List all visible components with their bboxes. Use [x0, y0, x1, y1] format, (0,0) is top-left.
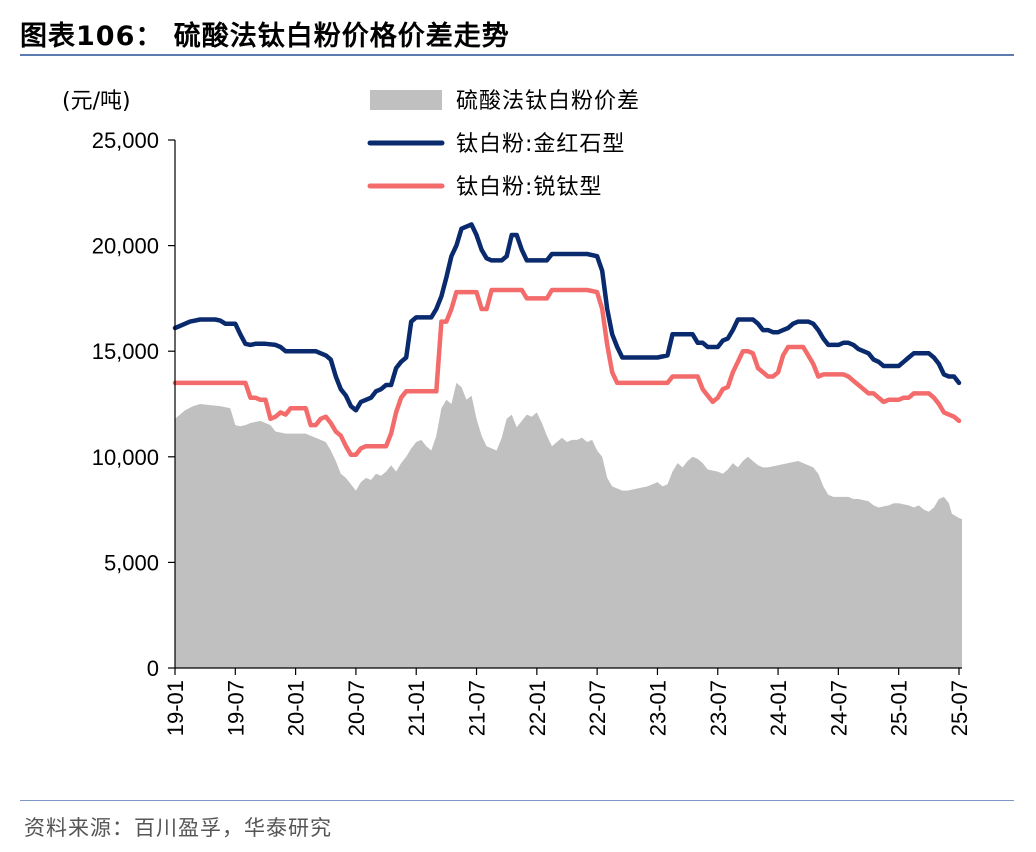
axes-layer: 0 5,000 10,000 15,000 20,000 25,000 19-01 19-07… [92, 128, 972, 736]
y-tick-label: 15,000 [92, 339, 159, 364]
y-tick-label: 5,000 [104, 550, 159, 575]
y-tick-label: 10,000 [92, 445, 159, 470]
x-tick-label: 25-07 [947, 680, 972, 736]
x-tick-label: 21-01 [404, 680, 429, 736]
source-note: 资料来源：百川盈孚，华泰研究 [24, 816, 332, 840]
y-tick-label: 0 [147, 656, 159, 681]
y-tick-label: 20,000 [92, 234, 159, 259]
x-tick-label: 23-01 [645, 680, 670, 736]
x-tick-label: 19-07 [223, 680, 248, 736]
series-line-1 [172, 222, 962, 413]
source-rule [20, 800, 1014, 801]
x-tick-label: 23-07 [706, 680, 731, 736]
x-tick-label: 25-01 [887, 680, 912, 736]
x-tick-label: 24-07 [826, 680, 851, 736]
legend-swatch-area [370, 90, 442, 110]
series-line-2 [172, 287, 962, 457]
legend-label: 硫酸法钛白粉价差 [456, 89, 640, 114]
x-tick-label: 20-07 [344, 680, 369, 736]
x-tick-label: 19-01 [163, 680, 188, 736]
chart-title: 图表106： 硫酸法钛白粉价格价差走势 [20, 21, 510, 52]
x-tick-label: 24-01 [766, 680, 791, 736]
x-tick-label: 22-07 [585, 680, 610, 736]
series-area-spread [175, 382, 962, 668]
title-rule [20, 54, 1014, 56]
legend-label: 钛白粉:金红石型 [456, 132, 625, 157]
price-lines-layer [172, 222, 962, 457]
spread-area-layer [175, 382, 962, 668]
x-tick-label: 20-01 [284, 680, 309, 736]
chart-svg: 0 5,000 10,000 15,000 20,000 25,000 19-01 19-07… [62, 89, 972, 736]
legend-label: 钛白粉:锐钛型 [456, 175, 602, 200]
x-tick-label: 22-01 [525, 680, 550, 736]
y-axis-unit: (元/吨) [62, 89, 131, 114]
x-tick-label: 21-07 [465, 680, 490, 736]
y-tick-label: 25,000 [92, 128, 159, 153]
